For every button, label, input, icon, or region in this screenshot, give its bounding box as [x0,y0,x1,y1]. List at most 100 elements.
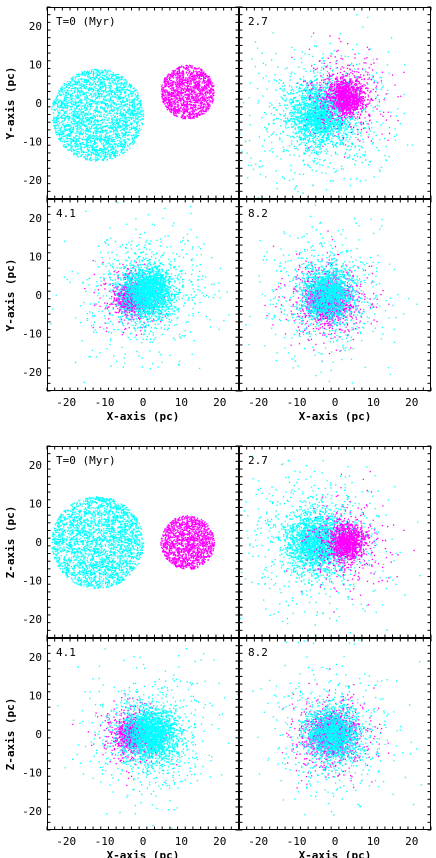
x-tick-label: 0 [140,396,147,409]
cluster-cluster_a [50,202,230,384]
particles-panel-2-4 [252,639,422,816]
y-tick-label: 10 [29,498,42,511]
y-tick-label: -20 [22,174,42,187]
cluster-cluster_a [57,648,239,829]
panel-frame [239,638,431,830]
y-tick-label: 10 [29,690,42,703]
x-tick-label: 20 [213,835,226,848]
y-axis-label: Y-axis (pc) [4,259,17,332]
y-tick-label: 10 [29,251,42,264]
particles [245,204,418,384]
x-tick-label: -20 [56,835,76,848]
y-tick-label: 0 [35,536,42,549]
cluster-cluster_b [160,64,215,120]
panel-frame [239,199,431,391]
y-tick-label: 10 [29,59,42,72]
panel-frame [239,446,431,638]
y-tick-label: -10 [22,766,42,779]
ticks [238,637,432,831]
x-tick-label: 20 [405,835,418,848]
particles [160,64,215,120]
particles [291,32,405,158]
y-tick-label: 0 [35,289,42,302]
frame-layer [46,6,432,831]
cluster-cluster_b [84,259,170,336]
cluster-cluster_a [245,204,418,384]
y-tick-label: -10 [22,135,42,148]
y-tick-label: 20 [29,459,42,472]
particles [57,648,239,829]
y-axis-label: Y-axis (pc) [4,67,17,140]
x-axis-label: X-axis (pc) [107,410,180,423]
x-tick-label: 10 [175,835,188,848]
particles [50,202,230,384]
x-axis-label: X-axis (pc) [299,410,372,423]
ticks [238,6,432,200]
x-axis-label: X-axis (pc) [107,849,180,858]
panel-time-label: 4.1 [56,207,76,220]
text-layer: T=0 (Myr) -20 -10 0 10 20 Y-axis (pc) 2.7 4.1 -20… [4,15,418,858]
y-tick-label: 20 [29,20,42,33]
x-tick-label: -10 [95,396,115,409]
panel-frame [47,446,239,638]
panel-frame [47,638,239,830]
cluster-cluster_a [252,639,422,816]
particles [51,496,145,590]
panel-time-label: 8.2 [248,207,268,220]
particles-panel-1-2 [239,14,414,199]
cluster-cluster_b [160,515,216,570]
particles-panel-1-3 [50,202,230,384]
y-tick-label: -20 [22,805,42,818]
panel-time-label: 2.7 [248,15,268,28]
particles [252,639,422,816]
ticks [238,198,432,392]
y-tick-label: 20 [29,212,42,225]
x-tick-label: 0 [332,396,339,409]
ticks [46,445,240,639]
particles [160,515,216,570]
ticks [46,637,240,831]
particle-layer [50,14,422,829]
panel-time-label: T=0 (Myr) [56,15,116,28]
y-tick-label: -10 [22,327,42,340]
particles-panel-2-1 [51,496,216,590]
x-tick-label: 0 [332,835,339,848]
x-tick-label: 20 [213,396,226,409]
panel-time-label: T=0 (Myr) [56,454,116,467]
x-tick-label: -10 [287,835,307,848]
particles-panel-1-1 [51,64,215,162]
x-tick-label: -20 [248,835,268,848]
x-tick-label: 20 [405,396,418,409]
particles-panel-1-4 [245,204,418,384]
cluster-cluster_a [239,14,414,199]
cluster-cluster_a [239,449,421,636]
ticks [46,6,240,200]
y-tick-label: -20 [22,613,42,626]
x-tick-label: 0 [140,835,147,848]
panel-frame [47,7,239,199]
y-axis-label: Z-axis (pc) [4,506,17,579]
y-tick-label: 0 [35,728,42,741]
x-tick-label: 10 [175,396,188,409]
x-tick-label: -10 [95,835,115,848]
cluster-cluster_a [51,496,145,590]
cluster-cluster_b [285,470,415,613]
y-tick-label: 0 [35,97,42,110]
particles [84,259,170,336]
particles [285,470,415,613]
particles-panel-2-3 [57,648,239,829]
panel-frame [239,7,431,199]
y-tick-label: -10 [22,574,42,587]
panel-time-label: 2.7 [248,454,268,467]
ticks [46,198,240,392]
x-tick-label: 10 [367,396,380,409]
cluster-cluster_b [291,32,405,158]
particles [239,14,414,199]
ticks [238,445,432,639]
x-tick-label: -20 [56,396,76,409]
particles [51,68,145,162]
x-axis-label: X-axis (pc) [299,849,372,858]
x-tick-label: -20 [248,396,268,409]
panel-time-label: 8.2 [248,646,268,659]
